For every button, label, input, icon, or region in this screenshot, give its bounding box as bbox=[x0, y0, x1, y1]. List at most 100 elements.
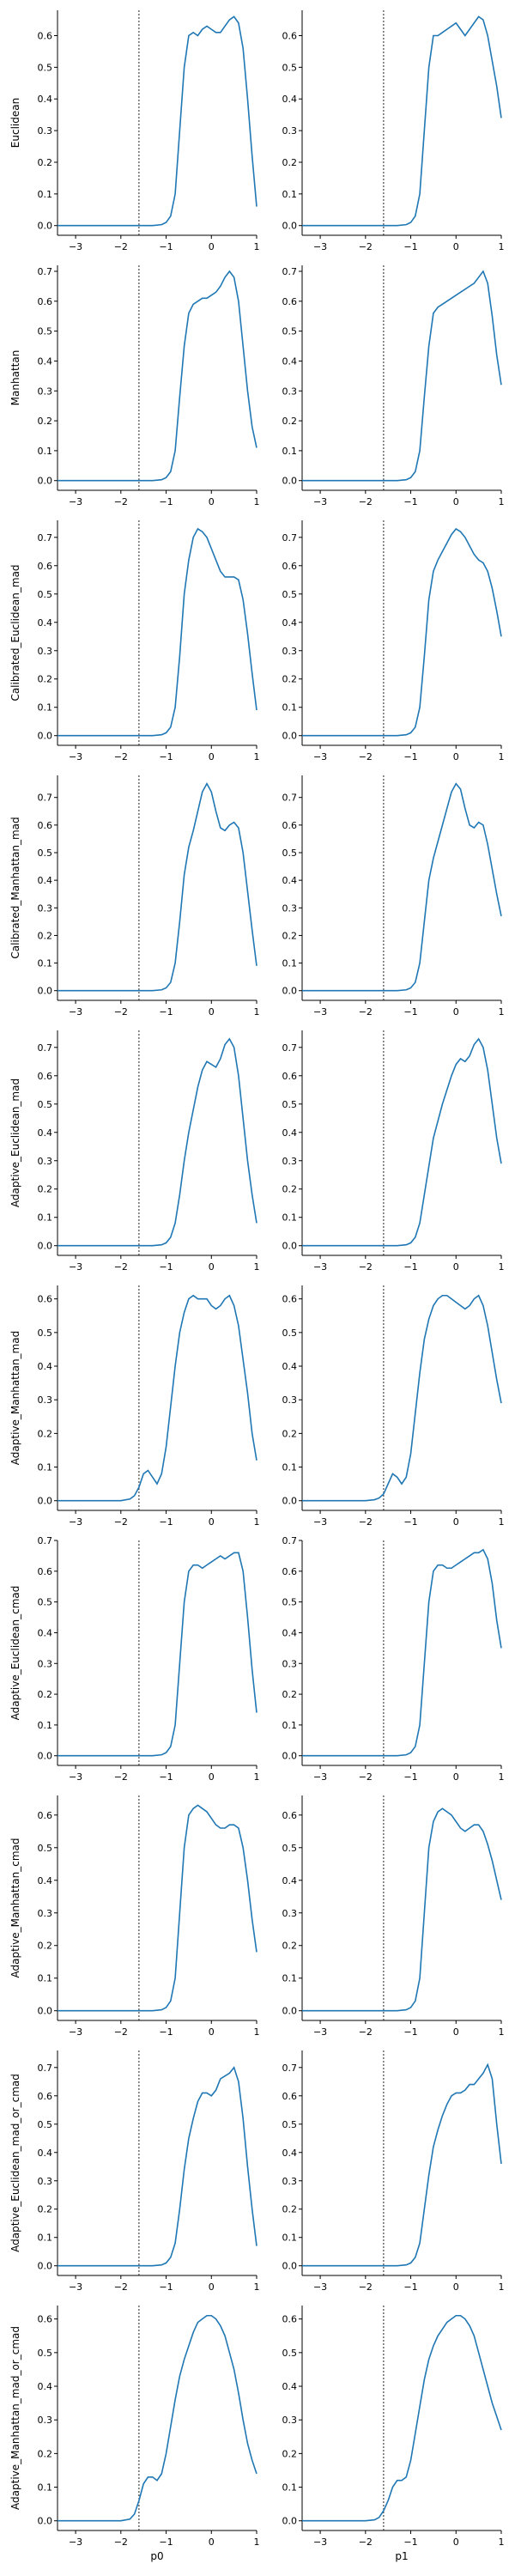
x-tick-label: −1 bbox=[403, 241, 417, 252]
y-tick-label: 0.2 bbox=[282, 930, 298, 941]
y-tick-label: 0.0 bbox=[38, 2261, 53, 2272]
density-curve bbox=[58, 527, 258, 737]
x-tick-label: −3 bbox=[313, 1516, 327, 1528]
x-tick-label: −3 bbox=[69, 2281, 82, 2293]
y-tick-label: 0.5 bbox=[38, 2348, 53, 2359]
y-tick-label: 0.5 bbox=[282, 2119, 298, 2130]
y-tick-label: 0.2 bbox=[38, 674, 53, 685]
x-tick-label: 1 bbox=[499, 241, 505, 252]
x-tick-label: 1 bbox=[499, 751, 505, 762]
y-tick-label: 0.3 bbox=[38, 1658, 53, 1669]
y-tick-label: 0.1 bbox=[38, 958, 53, 969]
y-tick-label: 0.5 bbox=[282, 326, 298, 337]
x-tick-label: −2 bbox=[114, 1006, 128, 1018]
density-curve bbox=[302, 1037, 502, 1247]
y-tick-label: 0.6 bbox=[38, 1810, 53, 1821]
x-tick-label: −2 bbox=[114, 1771, 128, 1783]
y-tick-label: 0.7 bbox=[38, 2063, 53, 2074]
y-tick-label: 0.3 bbox=[38, 2415, 53, 2426]
y-tick-label: 0.4 bbox=[38, 94, 53, 105]
x-tick-label: 1 bbox=[499, 2281, 505, 2293]
y-tick-label: 0.4 bbox=[282, 2381, 298, 2392]
y-tick-label: 0.4 bbox=[38, 1627, 53, 1638]
y-tick-label: 0.1 bbox=[282, 2233, 298, 2244]
y-tick-label: 0.0 bbox=[38, 2516, 53, 2527]
x-tick-label: −2 bbox=[114, 751, 128, 762]
y-tick-label: 0.1 bbox=[38, 1973, 53, 1984]
y-tick-label: 0.4 bbox=[38, 1361, 53, 1372]
y-tick-label: 0.0 bbox=[282, 2261, 298, 2272]
y-tick-label: 0.2 bbox=[282, 1428, 298, 1439]
y-tick-label: 0.2 bbox=[282, 416, 298, 427]
x-tick-label: −1 bbox=[403, 1771, 417, 1783]
y-tick-label: 0.4 bbox=[282, 617, 298, 629]
y-tick-label: 0.2 bbox=[38, 1941, 53, 1952]
y-tick-label: 0.7 bbox=[282, 532, 298, 544]
x-tick-label: 0 bbox=[453, 2537, 459, 2548]
x-tick-label: −2 bbox=[359, 2281, 373, 2293]
x-tick-label: −2 bbox=[114, 2281, 128, 2293]
y-tick-label: 0.5 bbox=[282, 2348, 298, 2359]
x-tick-label: −2 bbox=[359, 2537, 373, 2548]
y-tick-label: 0.5 bbox=[38, 589, 53, 600]
y-tick-label: 0.7 bbox=[38, 266, 53, 277]
y-tick-label: 0.6 bbox=[282, 2314, 298, 2325]
x-tick-label: 0 bbox=[209, 2026, 215, 2038]
x-tick-label: −3 bbox=[69, 1771, 82, 1783]
y-tick-label: 0.0 bbox=[282, 731, 298, 742]
y-tick-label: 0.4 bbox=[282, 875, 298, 886]
y-tick-label: 0.3 bbox=[282, 125, 298, 137]
y-tick-label: 0.5 bbox=[282, 1597, 298, 1608]
y-tick-label: 0.0 bbox=[38, 1241, 53, 1252]
x-tick-label: −3 bbox=[69, 2026, 82, 2038]
x-tick-label: 0 bbox=[209, 2281, 215, 2293]
row-label: Adaptive_Manhattan_mad bbox=[9, 1331, 21, 1465]
x-tick-label: −3 bbox=[69, 241, 82, 252]
y-tick-label: 0.2 bbox=[38, 2204, 53, 2215]
x-tick-label: −1 bbox=[403, 2026, 417, 2038]
x-tick-label: 1 bbox=[499, 1771, 505, 1783]
x-tick-label: 1 bbox=[254, 2281, 260, 2293]
y-tick-label: 0.7 bbox=[38, 532, 53, 544]
y-tick-label: 0.4 bbox=[282, 1361, 298, 1372]
y-tick-label: 0.5 bbox=[38, 1843, 53, 1854]
x-tick-label: −2 bbox=[359, 751, 373, 762]
x-tick-label: −3 bbox=[69, 1006, 82, 1018]
row-label: Calibrated_Euclidean_mad bbox=[9, 564, 21, 701]
x-tick-label: 0 bbox=[453, 1006, 459, 1018]
y-tick-label: 0.0 bbox=[38, 1751, 53, 1762]
y-tick-label: 0.2 bbox=[282, 1689, 298, 1700]
y-tick-label: 0.3 bbox=[38, 646, 53, 657]
x-tick-label: 0 bbox=[453, 241, 459, 252]
y-tick-label: 0.6 bbox=[38, 296, 53, 307]
x-tick-label: 1 bbox=[254, 2026, 260, 2038]
x-tick-label: 1 bbox=[499, 1261, 505, 1273]
y-tick-label: 0.6 bbox=[38, 561, 53, 572]
y-tick-label: 0.1 bbox=[38, 702, 53, 714]
density-curve bbox=[58, 1294, 258, 1502]
x-tick-label: 0 bbox=[453, 751, 459, 762]
y-tick-label: 0.1 bbox=[282, 958, 298, 969]
y-tick-label: 0.6 bbox=[282, 1566, 298, 1577]
y-tick-label: 0.2 bbox=[282, 2448, 298, 2459]
x-tick-label: −1 bbox=[403, 496, 417, 507]
y-tick-label: 0.0 bbox=[282, 2516, 298, 2527]
y-tick-label: 0.3 bbox=[282, 1658, 298, 1669]
y-tick-label: 0.7 bbox=[38, 1042, 53, 1054]
density-curve bbox=[58, 1552, 258, 1757]
x-tick-label: 1 bbox=[499, 2026, 505, 2038]
y-tick-label: 0.3 bbox=[38, 1156, 53, 1167]
y-tick-label: 0.1 bbox=[38, 2233, 53, 2244]
y-tick-label: 0.0 bbox=[38, 476, 53, 487]
y-tick-label: 0.7 bbox=[282, 2063, 298, 2074]
x-tick-label: −3 bbox=[313, 1261, 327, 1273]
x-tick-label: 1 bbox=[499, 1516, 505, 1528]
density-curve bbox=[302, 527, 502, 737]
y-tick-label: 0.2 bbox=[282, 1941, 298, 1952]
row-label: Adaptive_Euclidean_mad bbox=[9, 1078, 21, 1207]
y-tick-label: 0.6 bbox=[38, 820, 53, 831]
y-tick-label: 0.4 bbox=[38, 875, 53, 886]
x-tick-label: 0 bbox=[453, 2026, 459, 2038]
y-tick-label: 0.3 bbox=[38, 386, 53, 397]
x-tick-label: −2 bbox=[359, 496, 373, 507]
